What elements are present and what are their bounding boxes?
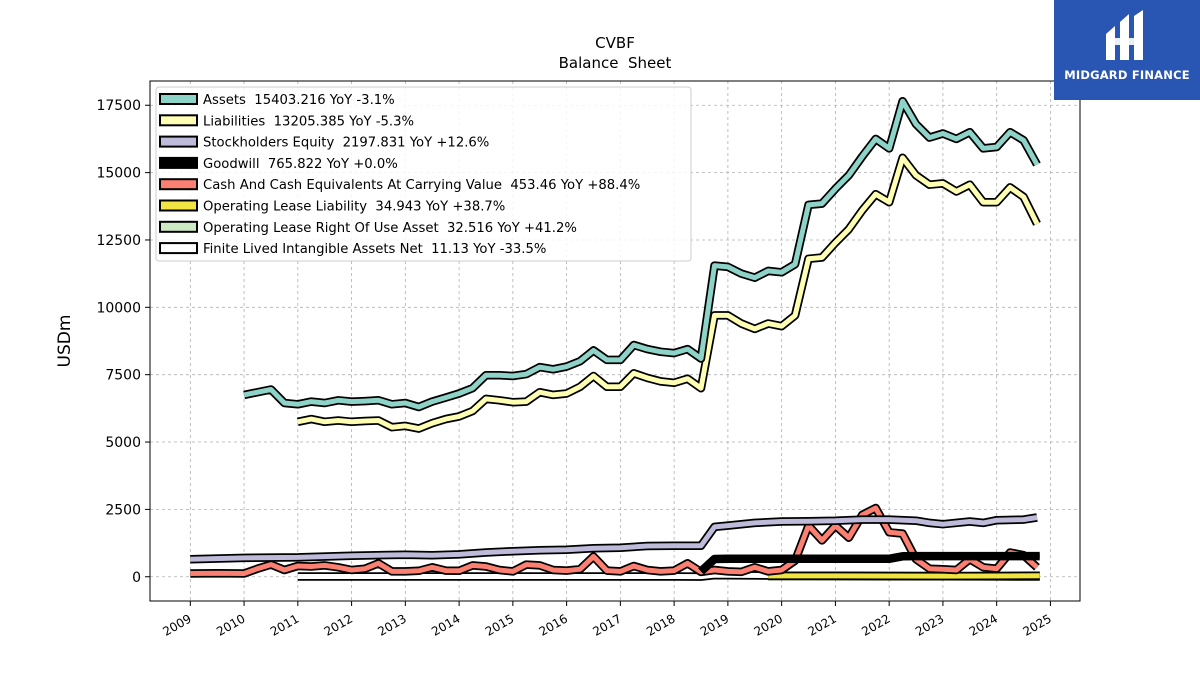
legend-label: Assets 15403.216 YoY -3.1% [203, 93, 395, 108]
legend-label: Liabilities 13205.385 YoY -5.3% [203, 114, 414, 129]
y-tick-label: 7500 [105, 368, 141, 384]
legend-swatch [159, 242, 198, 255]
legend-swatch [159, 178, 198, 191]
legend-label: Goodwill 765.822 YoY +0.0% [203, 157, 398, 172]
y-tick-label: 0 [132, 570, 141, 586]
plot-frame [149, 80, 1081, 602]
series-line [243, 98, 1040, 410]
legend: Assets 15403.216 YoY -3.1% Liabilities 13… [155, 86, 692, 262]
x-tick-label: 2017 [590, 611, 623, 638]
x-tick-label: 2024 [967, 611, 1000, 638]
y-tick-label: 5000 [105, 435, 141, 451]
x-tick-label: 2010 [214, 611, 247, 638]
y-tick-label: 10000 [96, 300, 141, 316]
series-cash-and-cash-equivalents-at-carrying-value [190, 503, 1040, 578]
x-tick-label: 2023 [913, 611, 946, 638]
legend-label: Cash And Cash Equivalents At Carrying Va… [203, 178, 640, 193]
legend-label: Finite Lived Intangible Assets Net 11.13… [203, 242, 546, 257]
chart-title: CVBF [595, 34, 635, 52]
brand-mark-icon [1106, 10, 1143, 60]
series-liabilities [296, 153, 1041, 433]
legend-swatch [159, 135, 198, 148]
y-tick-label: 17500 [96, 98, 141, 114]
y-axis-label: USDm [55, 315, 75, 368]
legend-swatch [159, 114, 198, 127]
series-line [699, 553, 1040, 574]
legend-label: Operating Lease Right Of Use Asset 32.51… [203, 221, 577, 236]
x-tick-label: 2015 [483, 611, 516, 638]
x-tick-label: 2009 [160, 611, 193, 638]
y-tick-label: 15000 [96, 166, 141, 182]
x-tick-label: 2025 [1020, 611, 1053, 638]
legend-box [155, 86, 692, 262]
legend-swatch [159, 220, 198, 233]
chart-subtitle: Balance Sheet [559, 54, 672, 72]
series-goodwill [698, 551, 1040, 575]
series-line [297, 155, 1040, 432]
x-tick-label: 2014 [429, 611, 462, 638]
x-axis: 2009 2010 2011 2012 2013 2014 2015 2016 2017 2018… [160, 601, 1054, 639]
y-tick-label: 12500 [96, 233, 141, 249]
brand-name: MIDGARD FINANCE [1064, 68, 1190, 82]
legend-swatch [159, 199, 198, 212]
brand-logo: MIDGARD FINANCE [1054, 0, 1200, 100]
x-tick-label: 2019 [698, 611, 731, 638]
series-line [190, 505, 1039, 576]
x-tick-label: 2021 [805, 611, 838, 638]
x-tick-label: 2022 [859, 611, 892, 638]
series-stockholders-equity [190, 513, 1038, 564]
x-tick-label: 2013 [375, 611, 408, 638]
series-line [190, 515, 1038, 562]
x-tick-label: 2011 [268, 611, 301, 638]
series-assets [243, 96, 1041, 412]
legend-swatch [159, 93, 198, 105]
x-tick-label: 2018 [644, 611, 677, 638]
legend-label: Operating Lease Liability 34.943 YoY +38… [203, 200, 505, 215]
legend-swatch [159, 156, 198, 169]
x-tick-label: 2020 [752, 611, 785, 638]
y-tick-label: 2500 [105, 502, 141, 518]
legend-label: Stockholders Equity 2197.831 YoY +12.6% [203, 136, 489, 151]
y-axis: 0 2500 5000 7500 10000 12500 15000 17500 [96, 98, 150, 586]
series-lines [190, 96, 1041, 581]
x-tick-label: 2012 [322, 611, 355, 638]
x-tick-label: 2016 [537, 611, 570, 638]
